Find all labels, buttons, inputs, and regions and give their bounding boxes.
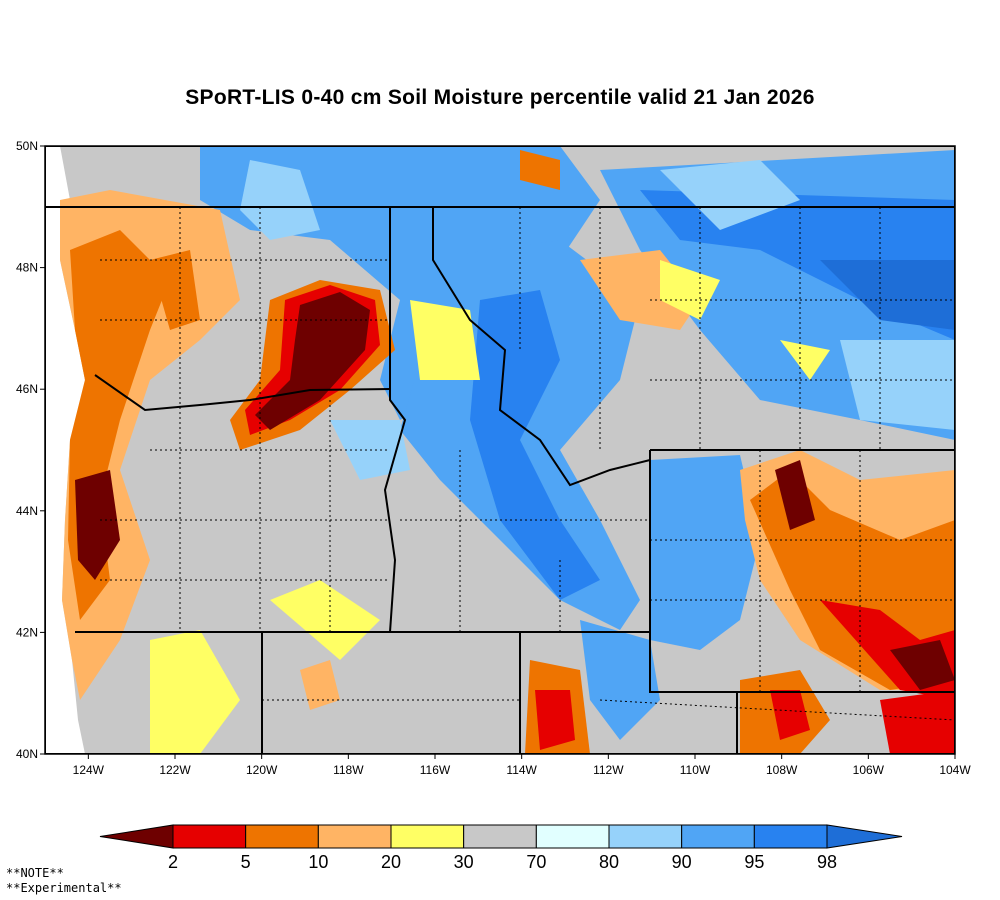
soil-moisture-field bbox=[45, 146, 955, 754]
lat-tick-label: 40N bbox=[16, 747, 38, 761]
lat-tick-label: 50N bbox=[16, 139, 38, 153]
colorbar-label: 98 bbox=[817, 852, 837, 872]
lon-tick-label: 124W bbox=[73, 763, 105, 777]
lon-tick-label: 104W bbox=[939, 763, 971, 777]
lat-tick-label: 48N bbox=[16, 261, 38, 275]
colorbar-swatch bbox=[753, 824, 828, 849]
lon-tick-label: 120W bbox=[246, 763, 278, 777]
colorbar-swatch bbox=[535, 824, 610, 849]
colorbar-swatch bbox=[245, 824, 319, 849]
colorbar-swatch bbox=[608, 824, 683, 849]
county-borders bbox=[100, 207, 955, 721]
map-frame bbox=[44, 145, 956, 755]
colorbar-label: 10 bbox=[308, 852, 328, 872]
wet-areas bbox=[200, 146, 955, 740]
colorbar-swatch bbox=[172, 824, 247, 849]
note-label: **NOTE** bbox=[6, 866, 64, 880]
dry-areas bbox=[60, 150, 955, 754]
colorbar-label: 90 bbox=[672, 852, 692, 872]
lon-tick-label: 106W bbox=[853, 763, 885, 777]
colorbar-label: 20 bbox=[381, 852, 401, 872]
map-axes: 124W 122W 120W 118W 116W 114W 112W 110W 108W 106W… bbox=[16, 139, 971, 777]
ocean bbox=[45, 146, 85, 754]
colorbar-swatch bbox=[390, 824, 465, 849]
lat-tick-label: 46N bbox=[16, 382, 38, 396]
colorbar: 2 5 10 20 30 70 80 90 95 98 bbox=[99, 824, 903, 872]
lat-tick-label: 44N bbox=[16, 504, 38, 518]
colorbar-swatch bbox=[463, 824, 537, 849]
colorbar-label: 5 bbox=[241, 852, 251, 872]
lon-tick-label: 116W bbox=[420, 763, 451, 777]
colorbar-label: 2 bbox=[168, 852, 178, 872]
map-title: SPoRT-LIS 0-40 cm Soil Moisture percenti… bbox=[185, 86, 815, 109]
colorbar-high-arrow bbox=[826, 824, 903, 849]
colorbar-label: 30 bbox=[454, 852, 474, 872]
colorbar-swatch bbox=[681, 824, 755, 849]
lon-tick-label: 122W bbox=[159, 763, 191, 777]
lon-tick-label: 112W bbox=[593, 763, 624, 777]
colorbar-label: 95 bbox=[744, 852, 764, 872]
lon-tick-label: 118W bbox=[333, 763, 364, 777]
experimental-label: **Experimental** bbox=[6, 881, 122, 895]
colorbar-label: 80 bbox=[599, 852, 619, 872]
lon-tick-label: 110W bbox=[680, 763, 711, 777]
colorbar-swatch bbox=[317, 824, 392, 849]
lon-tick-label: 114W bbox=[506, 763, 537, 777]
lat-tick-label: 42N bbox=[16, 625, 38, 639]
colorbar-label: 70 bbox=[526, 852, 546, 872]
marginal-areas bbox=[150, 260, 830, 754]
state-borders bbox=[45, 146, 955, 754]
lon-tick-label: 108W bbox=[766, 763, 798, 777]
colorbar-low-arrow bbox=[99, 824, 174, 849]
